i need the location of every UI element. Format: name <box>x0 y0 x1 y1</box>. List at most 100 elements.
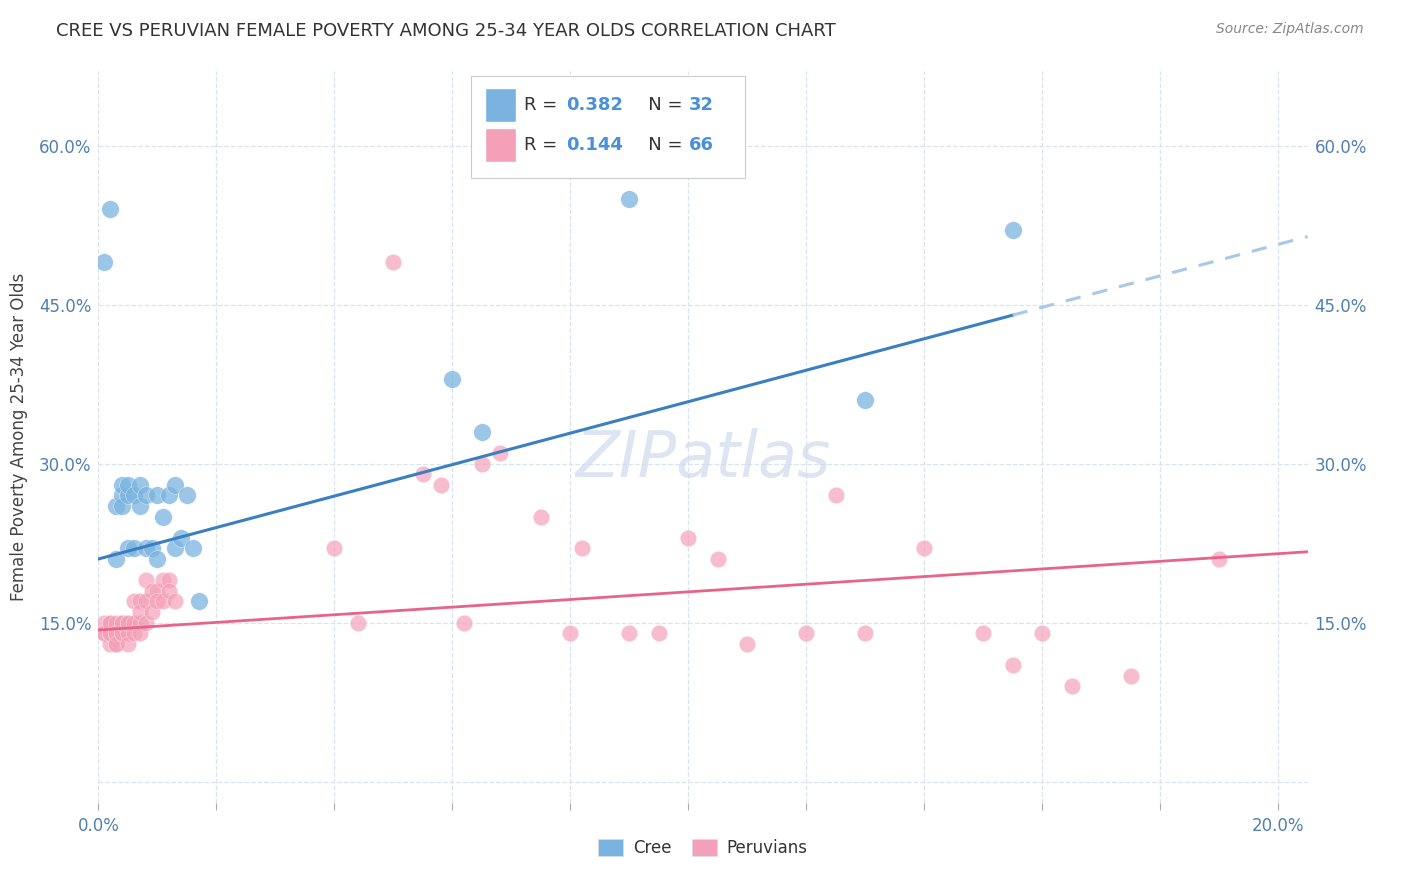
Point <box>157 583 180 598</box>
Point <box>706 552 728 566</box>
Point <box>135 573 157 587</box>
Point <box>111 615 134 630</box>
Point <box>135 541 157 556</box>
Point <box>117 477 139 491</box>
Point <box>157 488 180 502</box>
Point <box>93 626 115 640</box>
Point <box>117 637 139 651</box>
Point <box>471 457 494 471</box>
Point <box>141 583 163 598</box>
Point <box>146 552 169 566</box>
Point <box>146 594 169 608</box>
Point <box>412 467 434 482</box>
Text: N =: N = <box>631 96 689 114</box>
Point <box>105 637 128 651</box>
Point <box>128 499 150 513</box>
Point <box>157 573 180 587</box>
Text: Source: ZipAtlas.com: Source: ZipAtlas.com <box>1216 22 1364 37</box>
Point <box>105 552 128 566</box>
Point <box>105 637 128 651</box>
Point <box>146 488 169 502</box>
Point <box>135 615 157 630</box>
Point <box>912 541 935 556</box>
Text: N =: N = <box>631 136 689 154</box>
Point <box>146 583 169 598</box>
Point <box>117 541 139 556</box>
Point <box>128 626 150 640</box>
Point <box>165 541 187 556</box>
Point <box>453 615 475 630</box>
Text: 0.382: 0.382 <box>567 96 624 114</box>
Point <box>488 446 510 460</box>
Point <box>1001 223 1024 237</box>
Text: 66: 66 <box>689 136 714 154</box>
Point <box>117 615 139 630</box>
Point <box>648 626 671 640</box>
Text: R =: R = <box>524 136 564 154</box>
Point <box>530 509 553 524</box>
Text: 32: 32 <box>689 96 714 114</box>
Point <box>382 255 405 269</box>
Point <box>128 477 150 491</box>
Text: R =: R = <box>524 96 564 114</box>
Point <box>135 488 157 502</box>
Point <box>152 573 174 587</box>
Point <box>128 605 150 619</box>
Point <box>429 477 451 491</box>
Point <box>122 488 145 502</box>
Point <box>1031 626 1053 640</box>
Point <box>1060 679 1083 693</box>
Point <box>135 594 157 608</box>
Point <box>122 626 145 640</box>
Point <box>117 488 139 502</box>
Point <box>98 202 121 216</box>
Point <box>735 637 758 651</box>
Point <box>187 594 209 608</box>
Point <box>619 192 641 206</box>
Point <box>93 615 115 630</box>
Point <box>323 541 346 556</box>
Text: 0.144: 0.144 <box>567 136 623 154</box>
Point <box>117 626 139 640</box>
Point <box>571 541 593 556</box>
Point <box>794 626 817 640</box>
Point <box>98 626 121 640</box>
Point <box>122 594 145 608</box>
Point <box>98 637 121 651</box>
Point <box>471 425 494 439</box>
Point <box>98 626 121 640</box>
Point <box>181 541 204 556</box>
Y-axis label: Female Poverty Among 25-34 Year Olds: Female Poverty Among 25-34 Year Olds <box>10 273 28 601</box>
Text: ZIPatlas: ZIPatlas <box>575 428 831 490</box>
Point <box>972 626 994 640</box>
Point <box>1119 668 1142 682</box>
Point <box>105 626 128 640</box>
Point <box>98 615 121 630</box>
Point <box>165 477 187 491</box>
Point <box>122 615 145 630</box>
Point <box>141 541 163 556</box>
Point <box>117 615 139 630</box>
Point <box>170 531 193 545</box>
Point <box>824 488 846 502</box>
Point <box>1208 552 1230 566</box>
Point <box>1001 658 1024 673</box>
Point <box>619 626 641 640</box>
Point <box>111 626 134 640</box>
Point <box>152 594 174 608</box>
Point <box>111 626 134 640</box>
Point <box>347 615 370 630</box>
Point <box>853 392 876 407</box>
Point <box>141 605 163 619</box>
Point <box>441 372 464 386</box>
Point <box>105 615 128 630</box>
Point <box>122 541 145 556</box>
Point <box>93 626 115 640</box>
Point <box>128 615 150 630</box>
Point <box>560 626 582 640</box>
Legend: Cree, Peruvians: Cree, Peruvians <box>592 832 814 864</box>
Point <box>105 499 128 513</box>
Point <box>93 255 115 269</box>
Point <box>111 499 134 513</box>
Point <box>176 488 198 502</box>
